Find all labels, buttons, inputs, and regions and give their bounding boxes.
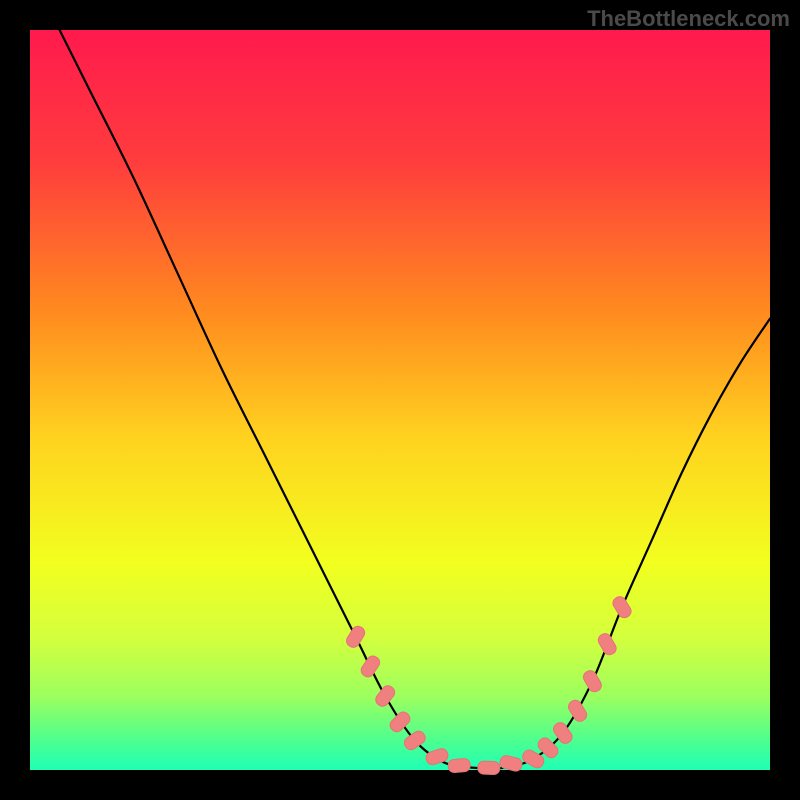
chart-frame: TheBottleneck.com <box>0 0 800 800</box>
chart-svg <box>0 0 800 800</box>
curve-marker <box>478 761 500 775</box>
watermark-text: TheBottleneck.com <box>587 6 790 32</box>
plot-area <box>30 30 770 770</box>
curve-marker <box>448 758 471 773</box>
